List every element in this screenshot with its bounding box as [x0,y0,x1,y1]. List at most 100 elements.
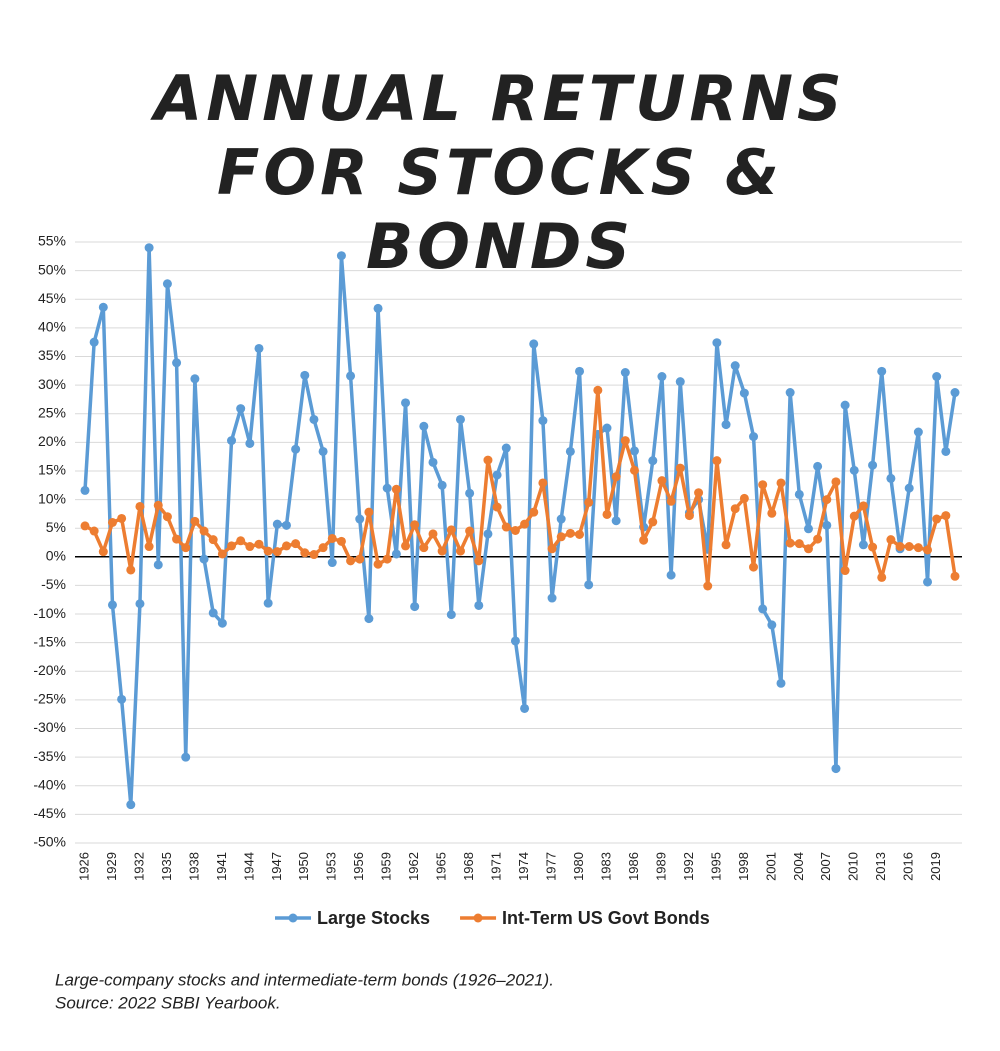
x-tick-label: 1971 [489,852,504,881]
data-point [611,516,621,526]
y-tick-label: -35% [33,748,66,764]
data-point [162,279,172,289]
data-point [446,610,456,620]
x-tick-label: 1968 [461,852,476,881]
legend-marker [473,913,483,923]
data-point [217,549,227,559]
data-point [364,507,374,517]
data-point [666,496,676,506]
data-point [199,526,209,536]
data-point [419,421,429,431]
data-point [538,416,548,426]
data-point [739,493,749,503]
data-point [849,511,859,521]
data-point [602,509,612,519]
data-point [410,520,420,530]
data-point [98,302,108,312]
y-tick-label: 10% [38,490,66,506]
data-point [391,484,401,494]
data-point [510,636,520,646]
data-point [776,678,786,688]
data-point [538,478,548,488]
y-tick-label: -10% [33,605,66,621]
data-point [694,488,704,498]
data-point [785,388,795,398]
data-point [172,534,182,544]
data-point [318,543,328,553]
y-tick-label: 15% [38,462,66,478]
data-point [455,546,465,556]
x-tick-label: 1935 [159,852,174,881]
data-point [272,519,282,529]
data-point [648,456,658,466]
data-point [520,519,530,529]
data-point [300,548,310,558]
data-point [309,414,319,424]
data-point [895,542,905,552]
x-tick-label: 2016 [901,852,916,881]
data-point [446,525,456,535]
data-point [346,556,356,566]
data-point [547,544,557,554]
data-point [465,526,475,536]
data-point [886,535,896,545]
data-point [620,368,630,378]
data-point [190,374,200,384]
data-point [98,547,108,557]
data-point [208,535,218,545]
legend-marker [288,913,298,923]
data-point [227,436,237,446]
data-point [236,536,246,546]
data-point [291,539,301,549]
data-point [639,535,649,545]
data-point [913,427,923,437]
data-point [107,517,117,527]
data-point [877,572,887,582]
data-point [272,547,282,557]
data-point [245,542,255,552]
data-point [913,543,923,553]
data-point [721,420,731,430]
data-point [428,529,438,539]
data-point [510,525,520,535]
data-point [877,366,887,376]
data-point [428,457,438,467]
y-tick-label: 5% [46,519,66,535]
data-point [80,521,90,531]
data-point [254,343,264,353]
data-point [831,764,841,774]
data-point [721,540,731,550]
data-point [849,465,859,475]
data-point [474,556,484,566]
legend-label: Large Stocks [317,908,430,928]
y-tick-label: 25% [38,404,66,420]
data-point [785,538,795,548]
data-point [455,414,465,424]
data-point [923,545,933,555]
x-tick-label: 1947 [269,852,284,881]
data-point [794,489,804,499]
data-point [822,495,832,505]
x-tick-label: 1938 [186,852,201,881]
data-point [657,476,667,486]
data-point [565,528,575,538]
data-point [245,438,255,448]
data-point [236,404,246,414]
data-point [813,461,823,471]
data-point [904,542,914,552]
data-point [529,507,539,517]
data-point [391,549,401,559]
x-tick-label: 1989 [653,852,668,881]
data-point [803,524,813,534]
caption: Source: 2022 SBBI Yearbook. [55,993,281,1012]
data-point [602,423,612,433]
data-point [373,303,383,313]
data-point [776,478,786,488]
x-tick-label: 1929 [104,852,119,881]
data-point [675,463,685,473]
x-tick-label: 1995 [708,852,723,881]
data-point [144,243,154,253]
data-point [629,465,639,475]
